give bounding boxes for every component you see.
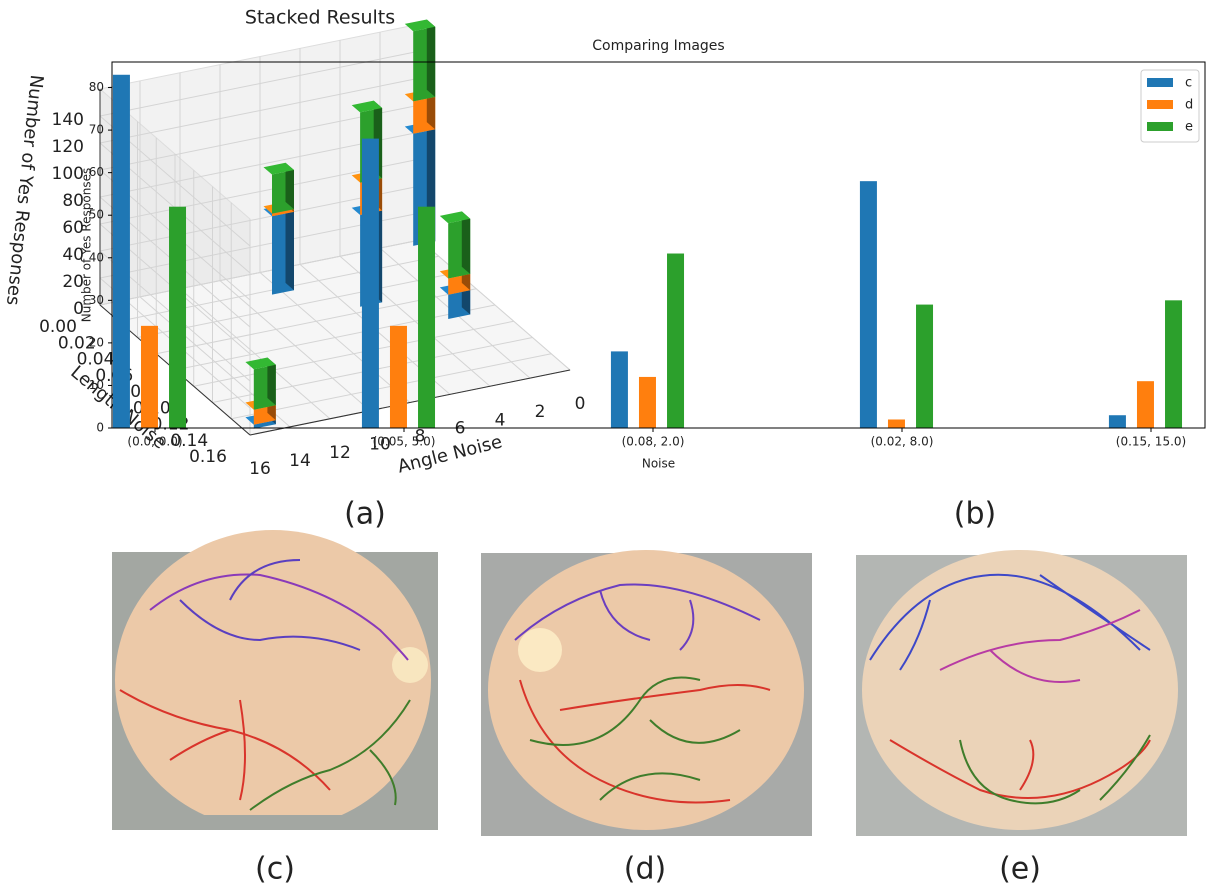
x-tick-label: (0.0, 0.0)	[127, 435, 182, 449]
bar-top	[245, 357, 276, 370]
y-tick-label: 60	[89, 165, 104, 179]
x-tick-label: 0.02	[58, 333, 96, 353]
y-tick-label: 30	[89, 293, 104, 307]
x-axis-label: Noise	[642, 457, 675, 471]
bar-side	[426, 19, 436, 97]
y-tick-label: 70	[89, 123, 104, 137]
legend-label: d	[1185, 98, 1193, 113]
z-tick-label: 0	[73, 299, 84, 319]
z-tick-label: 20	[62, 272, 84, 292]
bar	[638, 376, 656, 428]
x-tick-label: 0.04	[77, 350, 115, 370]
bar	[916, 304, 934, 428]
y-tick-label: 14	[289, 451, 311, 471]
y-tick-label: 80	[89, 80, 104, 94]
x-tick-label: (0.15, 15.0)	[1116, 435, 1186, 449]
grid-line	[179, 288, 331, 420]
grid-line	[259, 272, 411, 403]
bar-side	[426, 89, 436, 130]
y-tick-label: 4	[495, 410, 506, 430]
y-tick-label: 8	[415, 427, 426, 447]
grid-line	[99, 77, 421, 144]
y-tick-label: 40	[89, 250, 104, 264]
y-tick-label: 50	[89, 208, 104, 222]
grid-line	[419, 239, 571, 371]
panel-label: (d)	[624, 852, 666, 887]
bar-side	[461, 211, 471, 274]
bar-side	[285, 162, 294, 210]
retina-image	[481, 550, 812, 836]
y-tick-label: 0	[575, 394, 586, 414]
legend-label: c	[1185, 76, 1192, 91]
bar	[667, 253, 685, 428]
z-tick-label: 120	[52, 137, 84, 157]
x-tick-label: (0.02, 8.0)	[871, 435, 934, 449]
legend-label: e	[1185, 120, 1193, 135]
z-tick-label: 80	[62, 191, 84, 211]
x-tick-label: 0.16	[189, 447, 227, 467]
retina-image	[112, 530, 438, 830]
bar	[1165, 300, 1183, 428]
retina-image	[856, 550, 1187, 836]
x-tick-label: (0.05, 5.0)	[373, 435, 436, 449]
bar-face	[272, 209, 294, 217]
panel-label: (b)	[954, 497, 996, 532]
bar	[361, 138, 379, 428]
bar-top	[351, 100, 383, 113]
bar-top	[263, 162, 294, 175]
bar	[140, 325, 158, 428]
grid-line	[219, 280, 371, 412]
legend-swatch	[1147, 100, 1173, 109]
y-tick-label: 2	[535, 402, 546, 422]
bar	[859, 181, 877, 428]
y-tick-label: 20	[89, 335, 104, 349]
z-tick-label: 140	[52, 110, 84, 130]
y-tick-label: 12	[329, 443, 351, 463]
bar	[418, 206, 436, 428]
bar-top	[439, 211, 471, 224]
chart-title: Comparing Images	[592, 38, 724, 54]
bar-top	[404, 19, 436, 32]
z-tick-label: 60	[62, 218, 84, 238]
bar-side	[285, 204, 294, 291]
bar	[887, 419, 905, 428]
bar	[1136, 381, 1154, 428]
legend-swatch	[1147, 78, 1173, 87]
x-tick-label: 0.14	[170, 431, 208, 451]
y-tick-label: 16	[249, 459, 271, 479]
bar-side	[267, 357, 276, 406]
bar	[169, 206, 187, 428]
bar	[610, 351, 628, 428]
y-tick-label: 0	[96, 421, 104, 435]
axis	[249, 369, 571, 436]
legend-swatch	[1147, 122, 1173, 131]
z-tick-label: 100	[52, 164, 84, 184]
chart-title: Stacked Results	[245, 7, 395, 29]
bar	[389, 325, 407, 428]
y-tick-label: 10	[89, 378, 104, 392]
panel-label: (c)	[255, 852, 295, 887]
x-tick-label: (0.08, 2.0)	[622, 435, 685, 449]
x-tick-label: 0.00	[39, 317, 77, 337]
panel-label: (e)	[999, 852, 1041, 887]
bar	[1108, 415, 1126, 428]
panel-label: (a)	[344, 497, 386, 532]
bar-face	[253, 420, 276, 429]
z-axis-label: Number of Yes Responses	[2, 74, 47, 307]
y-axis-label: Number of Yes Responses	[80, 168, 94, 322]
plot-frame	[111, 61, 1206, 429]
y-tick-label: 10	[369, 435, 391, 455]
bar	[112, 74, 130, 428]
z-tick-label: 40	[62, 245, 84, 265]
